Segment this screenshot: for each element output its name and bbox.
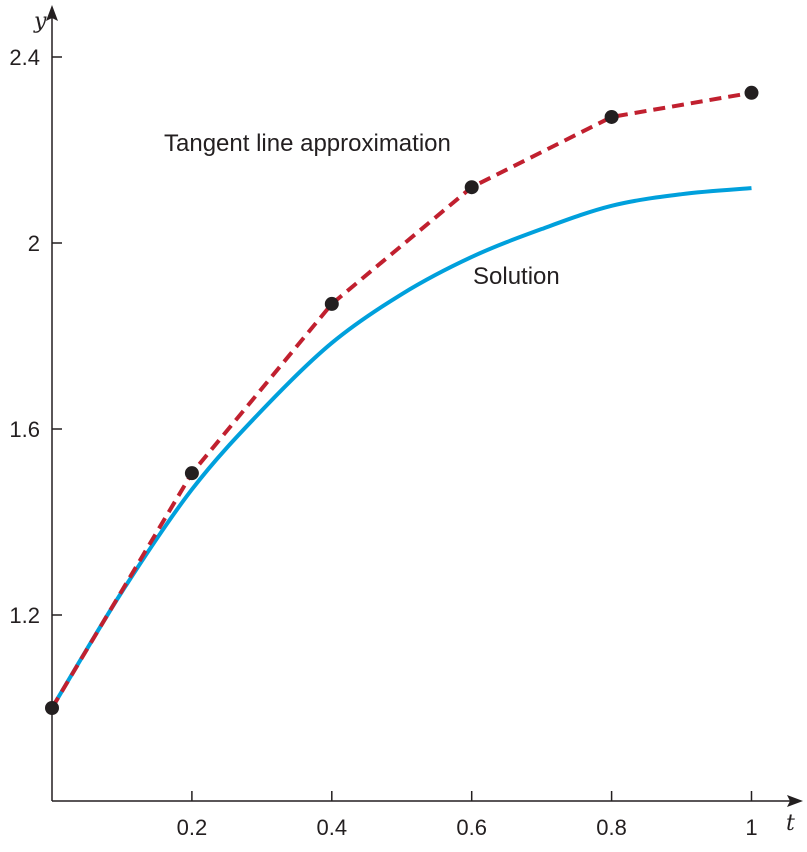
x-axis-label: t bbox=[786, 811, 795, 836]
tangent-line-annotation: Tangent line approximation bbox=[164, 130, 451, 157]
approximation-point bbox=[184, 466, 199, 481]
y-axis-label: y bbox=[33, 9, 47, 34]
approximation-point bbox=[464, 180, 479, 195]
tangent-approximation-line bbox=[50, 90, 752, 710]
x-tick-label: 0.8 bbox=[596, 815, 627, 840]
y-tick-label: 2 bbox=[28, 231, 40, 256]
ticks: 0.2 0.4 0.6 0.8 1 1.2 1.6 2 2.4 bbox=[9, 45, 757, 840]
x-tick-label: 0.4 bbox=[317, 815, 348, 840]
x-tick-label: 1 bbox=[745, 815, 757, 840]
x-tick-label: 0.2 bbox=[177, 815, 208, 840]
approximation-point bbox=[45, 701, 59, 715]
approximation-point bbox=[744, 85, 759, 100]
y-tick-label: 1.2 bbox=[9, 603, 40, 628]
y-tick-label: 2.4 bbox=[9, 45, 40, 70]
solution-curve bbox=[50, 186, 752, 710]
y-axis-arrow-icon bbox=[46, 5, 58, 21]
approximation-point bbox=[604, 109, 619, 124]
marks bbox=[45, 85, 759, 715]
solution-annotation: Solution bbox=[473, 263, 560, 290]
axes bbox=[46, 5, 803, 807]
x-tick-label: 0.6 bbox=[456, 815, 487, 840]
y-tick-label: 1.6 bbox=[9, 417, 40, 442]
approximation-point bbox=[324, 296, 339, 311]
x-axis-arrow-icon bbox=[787, 795, 803, 807]
